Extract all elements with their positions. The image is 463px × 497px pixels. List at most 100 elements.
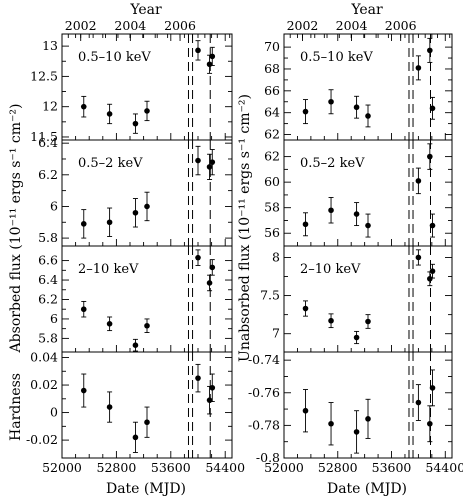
y-tick-label: 7.5 bbox=[260, 288, 280, 303]
data-point bbox=[415, 65, 422, 71]
data-point bbox=[209, 264, 216, 271]
data-point bbox=[106, 404, 113, 410]
year-tick-label: 2002 bbox=[287, 18, 319, 33]
data-point bbox=[206, 397, 213, 403]
data-point bbox=[206, 164, 213, 170]
y-tick-label: 11.5 bbox=[30, 129, 58, 144]
y-tick-label: 70 bbox=[264, 39, 280, 54]
y-tick-label: 6.6 bbox=[38, 253, 58, 268]
data-point bbox=[429, 105, 436, 112]
data-point bbox=[209, 384, 216, 391]
data-point bbox=[427, 153, 433, 160]
y-tick-label: 56 bbox=[264, 225, 280, 240]
y-tick-label: 6.4 bbox=[38, 135, 58, 150]
y-tick-label: 60 bbox=[264, 174, 280, 189]
data-point bbox=[427, 420, 433, 427]
data-point bbox=[353, 429, 360, 435]
right-top-axis-title: Year bbox=[350, 2, 383, 18]
data-point bbox=[328, 317, 334, 324]
data-point bbox=[365, 222, 371, 229]
data-point bbox=[80, 387, 87, 394]
panel-unabs-0.5-10: 62 64 66 68 70 2002 2004 2006 0.5–10 keV bbox=[264, 18, 453, 142]
x-tick-label: 52000 bbox=[264, 460, 304, 475]
data-point bbox=[106, 320, 113, 327]
panel-energy-label: 0.5–2 keV bbox=[78, 156, 143, 171]
data-point bbox=[195, 375, 201, 381]
data-point bbox=[80, 306, 87, 313]
left-x-axis-title: Date (MJD) bbox=[106, 481, 186, 497]
data-point bbox=[144, 419, 150, 426]
year-tick-label: 2006 bbox=[164, 18, 196, 33]
panel-energy-label: 0.5–10 keV bbox=[300, 50, 373, 65]
data-point bbox=[328, 207, 334, 214]
data-point bbox=[144, 203, 150, 210]
y-tick-label: -0.8 bbox=[256, 450, 280, 465]
x-tick-label: 53600 bbox=[372, 460, 412, 475]
year-tick-label: 2002 bbox=[65, 18, 97, 33]
x-tick-label: 54400 bbox=[425, 460, 463, 475]
data-point bbox=[132, 120, 139, 127]
data-point bbox=[429, 268, 436, 274]
x-tick-label: 54400 bbox=[205, 460, 245, 475]
data-point bbox=[427, 47, 433, 54]
data-point bbox=[106, 111, 113, 117]
y-tick-label: 0 bbox=[50, 405, 58, 420]
data-point bbox=[429, 222, 436, 229]
y-tick-label: 58 bbox=[264, 200, 280, 215]
data-point bbox=[429, 385, 436, 391]
data-point bbox=[132, 434, 139, 441]
data-point bbox=[353, 334, 360, 341]
panel-energy-label: 0.5–10 keV bbox=[78, 50, 151, 65]
panel-hardness-right: -0.8 -0.78 -0.76 -0.74 52000 52800 53600 54400 bbox=[248, 351, 463, 475]
data-point bbox=[144, 108, 150, 114]
data-point bbox=[415, 399, 422, 406]
panel-unabs-0.5-2: 56 58 60 62 0.5–2 keV bbox=[264, 139, 453, 247]
y-tick-label: 0.02 bbox=[30, 377, 58, 392]
panel-energy-label: 0.5–2 keV bbox=[300, 156, 365, 171]
y-tick-label: 13 bbox=[42, 38, 58, 53]
x-tick-label: 53600 bbox=[151, 460, 191, 475]
panel-energy-label: 2–10 keV bbox=[300, 262, 361, 277]
y-tick-label: 0.04 bbox=[30, 350, 58, 365]
panel-abs-0.5-10: 11.5 12 12.5 13 2002 2004 2006 0.5–10 keV bbox=[30, 18, 233, 144]
data-point bbox=[353, 104, 360, 111]
year-tick-label: 2004 bbox=[336, 18, 368, 33]
y-tick-label: 6 bbox=[50, 311, 58, 326]
panel-abs-0.5-2: 5.8 6 6.2 6.4 0.5–2 keV bbox=[38, 135, 233, 247]
y-tick-label: 6.2 bbox=[38, 167, 58, 182]
right-x-axis-title: Date (MJD) bbox=[327, 481, 407, 497]
y-tick-label: 6 bbox=[50, 198, 58, 213]
data-point bbox=[195, 47, 201, 54]
y-tick-label: 7 bbox=[272, 326, 280, 341]
data-point bbox=[80, 103, 87, 110]
panels-layer: 11.5 12 12.5 13 2002 2004 2006 0.5–10 keV 5.8 6 6.… bbox=[26, 18, 463, 475]
data-point bbox=[206, 61, 213, 68]
data-point bbox=[353, 211, 360, 217]
data-point bbox=[365, 113, 371, 119]
data-point bbox=[144, 322, 150, 329]
data-point bbox=[302, 108, 309, 115]
data-point bbox=[132, 209, 139, 216]
data-point bbox=[427, 275, 433, 282]
data-point bbox=[365, 318, 371, 325]
x-tick-label: 52000 bbox=[42, 460, 82, 475]
data-point bbox=[328, 420, 334, 427]
y-tick-label: -0.76 bbox=[248, 385, 280, 400]
y-tick-label: 68 bbox=[264, 61, 280, 76]
data-point bbox=[195, 254, 201, 261]
y-tick-label: 6.2 bbox=[38, 291, 58, 306]
data-point bbox=[132, 342, 139, 348]
y-tick-label: 5.8 bbox=[38, 230, 58, 245]
year-tick-label: 2004 bbox=[114, 18, 146, 33]
data-point bbox=[195, 157, 201, 164]
data-point bbox=[415, 254, 422, 261]
panel-hardness-left: -0.02 0 0.02 0.04 52000 52800 53600 54400 bbox=[26, 350, 245, 475]
y-tick-label: -0.02 bbox=[26, 432, 58, 447]
unabsorbed-flux-axis-title: Unabsorbed flux (10⁻¹¹ ergs s⁻¹ cm⁻²) bbox=[237, 94, 253, 362]
panel-abs-2-10: 5.8 6 6.2 6.4 6.6 2–10 keV bbox=[38, 245, 233, 353]
y-tick-label: 66 bbox=[264, 83, 280, 98]
data-point bbox=[415, 178, 422, 184]
y-tick-label: 12.5 bbox=[30, 68, 58, 83]
left-top-axis-title: Year bbox=[129, 2, 162, 18]
data-point bbox=[106, 219, 113, 226]
